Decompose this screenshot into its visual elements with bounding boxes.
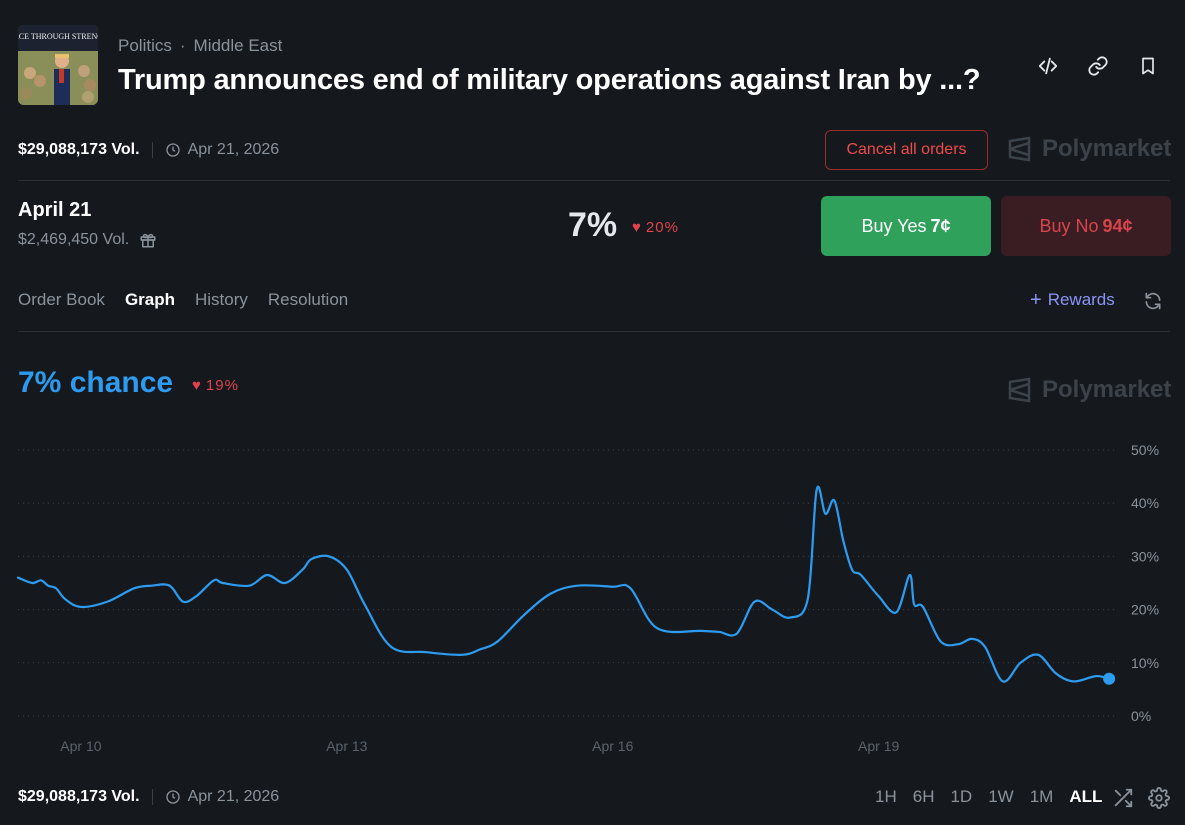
outcome-tabs: Order Book Graph History Resolution [18, 290, 348, 310]
rewards-button[interactable]: + Rewards [1030, 290, 1115, 310]
timeframe-6h[interactable]: 6H [912, 787, 935, 806]
chart-gridlines [18, 449, 1118, 717]
chart-x-tick-label: Apr 10 [60, 738, 101, 754]
chart-y-tick-label: 40% [1131, 495, 1159, 511]
chart-y-tick-label: 0% [1131, 708, 1151, 724]
breadcrumb-subcategory[interactable]: Middle East [193, 36, 283, 55]
chart-x-tick-label: Apr 19 [858, 738, 899, 754]
breadcrumb-category[interactable]: Politics [118, 36, 172, 55]
chart-series-line [16, 485, 1111, 683]
price-chart[interactable]: 50%40%30%20%10%0% Apr 10 Apr 13 Apr 16 Apr … [0, 430, 1185, 760]
polymarket-icon [1008, 136, 1031, 162]
chart-x-ticks: Apr 10 Apr 13 Apr 16 Apr 19 [60, 738, 899, 754]
timeframe-1w[interactable]: 1W [988, 787, 1014, 806]
buy-no-button[interactable]: Buy No 94¢ [1001, 196, 1171, 256]
market-end-date-text: Apr 21, 2026 [187, 141, 280, 158]
outcome-change-value: 20% [645, 219, 679, 236]
plus-icon: + [1030, 288, 1042, 311]
market-meta: $29,088,173 Vol. Apr 21, 2026 [18, 141, 279, 159]
chart-y-tick-label: 20% [1131, 602, 1159, 618]
rewards-label: Rewards [1047, 290, 1115, 309]
market-title: Trump announces end of military operatio… [118, 64, 981, 96]
outcome-probability: 7% [568, 206, 618, 244]
settings-gear-icon[interactable] [1148, 787, 1170, 809]
down-triangle-icon: ♥ [632, 219, 642, 236]
market-thumbnail: ACE THROUGH STRENG [18, 25, 98, 105]
timeframe-all[interactable]: ALL [1069, 787, 1103, 806]
chart-y-tick-label: 30% [1131, 548, 1159, 564]
outcome-change: ♥ 20% [632, 219, 679, 236]
timeframe-1d[interactable]: 1D [950, 787, 973, 806]
polymarket-wordmark: Polymarket [1042, 135, 1172, 162]
buy-yes-price: 7¢ [930, 215, 951, 236]
gift-icon[interactable] [139, 231, 157, 249]
footer-end-date-text: Apr 21, 2026 [187, 788, 280, 805]
outcome-volume-row: $2,469,450 Vol. [18, 231, 157, 249]
cancel-all-orders-button[interactable]: Cancel all orders [825, 130, 988, 170]
polymarket-watermark: Polymarket [1006, 376, 1171, 404]
market-end-date: Apr 21, 2026 [165, 141, 280, 159]
shuffle-icon[interactable] [1112, 787, 1134, 809]
chart-y-tick-label: 50% [1131, 442, 1159, 458]
outcome-volume: $2,469,450 Vol. [18, 231, 130, 248]
timeframe-selector: 1H 6H 1D 1W 1M ALL [875, 787, 1102, 807]
footer-meta: $29,088,173 Vol. Apr 21, 2026 [18, 788, 279, 806]
timeframe-1h[interactable]: 1H [875, 787, 897, 806]
buy-yes-label: Buy Yes [861, 215, 927, 236]
tab-graph[interactable]: Graph [124, 290, 175, 309]
footer-volume: $29,088,173 Vol. [18, 788, 140, 805]
meta-divider [151, 789, 153, 805]
chance-change-value: 19% [205, 377, 239, 394]
clock-icon [165, 790, 180, 804]
embed-code-icon[interactable] [1036, 54, 1060, 78]
thumbnail-banner-text: ACE THROUGH STRENG [18, 32, 98, 41]
chart-y-ticks: 50% 40% 30% 20% 10% 0% [1131, 442, 1159, 724]
polymarket-wordmark: Polymarket [1042, 376, 1172, 403]
footer-end-date: Apr 21, 2026 [165, 788, 280, 806]
chart-x-tick-label: Apr 13 [326, 738, 367, 754]
divider [18, 331, 1170, 332]
timeframe-1m[interactable]: 1M [1029, 787, 1054, 806]
polymarket-icon [1008, 377, 1031, 403]
polymarket-logo: Polymarket [1006, 135, 1171, 163]
breadcrumb: Politics · Middle East [118, 36, 282, 56]
meta-divider [151, 142, 153, 158]
tab-history[interactable]: History [195, 290, 248, 309]
refresh-icon[interactable] [1143, 291, 1163, 311]
tab-resolution[interactable]: Resolution [267, 290, 349, 309]
clock-icon [165, 143, 180, 157]
down-triangle-icon: ♥ [192, 377, 202, 394]
buy-no-label: Buy No [1039, 215, 1099, 236]
market-volume: $29,088,173 Vol. [18, 141, 140, 158]
bookmark-icon[interactable] [1136, 54, 1160, 78]
breadcrumb-separator: · [179, 36, 186, 55]
chart-y-tick-label: 10% [1131, 655, 1159, 671]
buy-no-price: 94¢ [1102, 215, 1133, 236]
buy-yes-button[interactable]: Buy Yes 7¢ [821, 196, 991, 256]
outcome-name: April 21 [18, 199, 92, 221]
tab-order-book[interactable]: Order Book [18, 290, 105, 309]
chart-series-endpoint [1103, 672, 1116, 685]
divider [18, 180, 1170, 181]
chart-x-tick-label: Apr 16 [592, 738, 633, 754]
chance-label: 7% chance [18, 366, 174, 399]
copy-link-icon[interactable] [1086, 54, 1110, 78]
chance-change: ♥ 19% [192, 377, 239, 394]
